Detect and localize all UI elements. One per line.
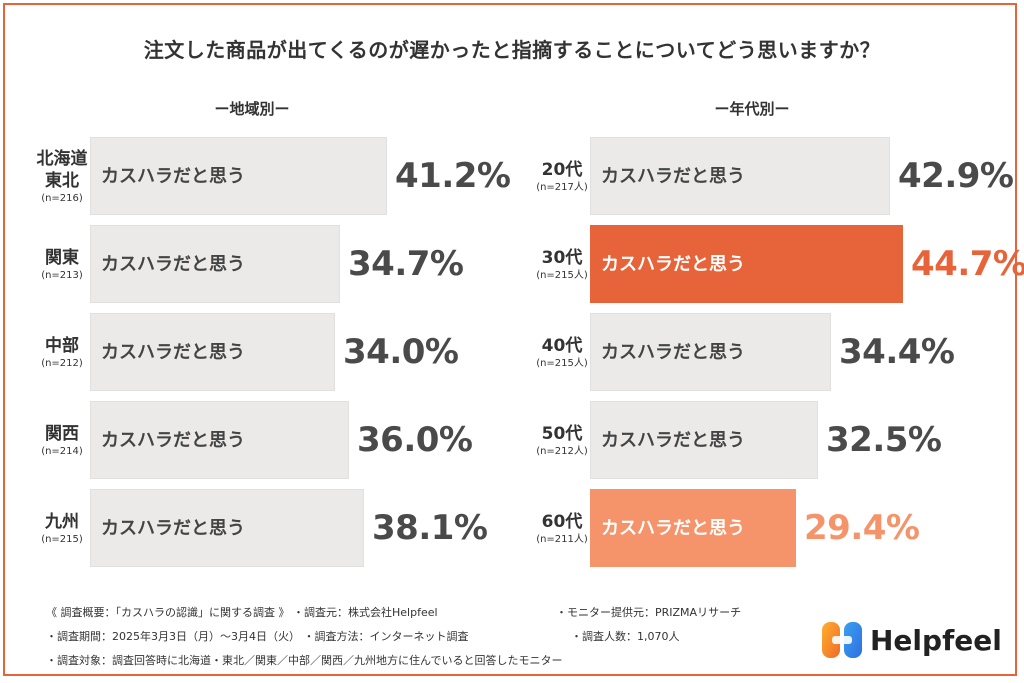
footer-line-1a: 《 調査概要：「カスハラの認識」に関する調査 》 ・調査元：株式会社Helpfe… [46, 606, 438, 619]
bar: カスハラだと思う [590, 313, 831, 391]
bar-label: カスハラだと思う [601, 518, 745, 539]
value-label: 32.5% [826, 420, 942, 460]
bar: カスハラだと思う [590, 225, 903, 303]
age-panel-title: ー年代別ー [714, 100, 790, 118]
region-panel-title: ー地域別ー [214, 100, 290, 118]
category-name: 60代 [541, 511, 583, 532]
logo-text: Helpfeel [870, 624, 1002, 657]
category-label: 九州 (n=215) [20, 511, 104, 546]
sample-size: (n=215人) [536, 269, 588, 281]
sample-size: (n=211人) [536, 533, 588, 545]
helpfeel-logo-icon [822, 622, 862, 658]
category-name: 九州 [45, 511, 79, 532]
value-label: 42.9% [898, 156, 1014, 196]
bar-label: カスハラだと思う [101, 518, 245, 539]
category-label: 30代 (n=215人) [520, 247, 604, 282]
category-label: 関東 (n=213) [20, 247, 104, 282]
bar-label: カスハラだと思う [601, 166, 745, 187]
bar-label: カスハラだと思う [101, 342, 245, 363]
value-label: 41.2% [395, 156, 511, 196]
chart-title: 注文した商品が出てくるのが遅かったと指摘することについてどう思いますか？ [143, 38, 881, 62]
bar: カスハラだと思う [590, 137, 890, 215]
bar-label: カスハラだと思う [101, 166, 245, 187]
sample-size: (n=212) [41, 357, 83, 369]
sample-size: (n=214) [41, 445, 83, 457]
category-name: 50代 [541, 423, 583, 444]
category-label: 40代 (n=215人) [520, 335, 604, 370]
category-name: 関東 [45, 247, 79, 268]
sample-size: (n=215) [41, 533, 83, 545]
sample-size: (n=215人) [536, 357, 588, 369]
bar: カスハラだと思う [90, 137, 387, 215]
helpfeel-logo: Helpfeel [820, 618, 1010, 664]
value-label: 29.4% [804, 508, 920, 548]
value-label: 34.7% [348, 244, 464, 284]
bar: カスハラだと思う [90, 489, 364, 567]
footer-line-1b: ・モニター提供元：PRIZMAリサーチ [556, 606, 742, 619]
category-name: 北海道 [36, 148, 88, 169]
value-label: 34.0% [343, 332, 459, 372]
footer-line-3: ・調査対象：調査回答時に北海道・東北／関東／中部／関西／九州地方に住んでいると回… [46, 654, 563, 667]
bar: カスハラだと思う [90, 225, 340, 303]
bar-label: カスハラだと思う [601, 254, 745, 275]
category-name: 40代 [541, 335, 583, 356]
value-label: 38.1% [372, 508, 488, 548]
value-label: 36.0% [357, 420, 473, 460]
bar: カスハラだと思う [590, 401, 818, 479]
category-name: 中部 [45, 335, 79, 356]
value-label: 34.4% [839, 332, 955, 372]
category-name: 関西 [45, 423, 79, 444]
category-label: 北海道 東北 (n=216) [20, 148, 104, 205]
category-label: 中部 (n=212) [20, 335, 104, 370]
bar-label: カスハラだと思う [601, 342, 745, 363]
category-label: 50代 (n=212人) [520, 423, 604, 458]
bar: カスハラだと思う [590, 489, 796, 567]
bar: カスハラだと思う [90, 401, 349, 479]
footer-line-2a: ・調査期間：2025年3月3日（月）〜3月4日（火） ・調査方法：インターネット… [46, 630, 469, 643]
sample-size: (n=216) [41, 192, 83, 204]
bar-label: カスハラだと思う [101, 430, 245, 451]
category-name: 東北 [45, 170, 79, 191]
sample-size: (n=213) [41, 269, 83, 281]
category-name: 20代 [541, 159, 583, 180]
bar-label: カスハラだと思う [601, 430, 745, 451]
category-label: 20代 (n=217人) [520, 159, 604, 194]
bar-label: カスハラだと思う [101, 254, 245, 275]
footer-line-2b: ・調査人数：1,070人 [571, 630, 680, 643]
value-label: 44.7% [911, 244, 1024, 284]
category-label: 60代 (n=211人) [520, 511, 604, 546]
bar: カスハラだと思う [90, 313, 335, 391]
sample-size: (n=212人) [536, 445, 588, 457]
category-label: 関西 (n=214) [20, 423, 104, 458]
sample-size: (n=217人) [536, 181, 588, 193]
category-name: 30代 [541, 247, 583, 268]
